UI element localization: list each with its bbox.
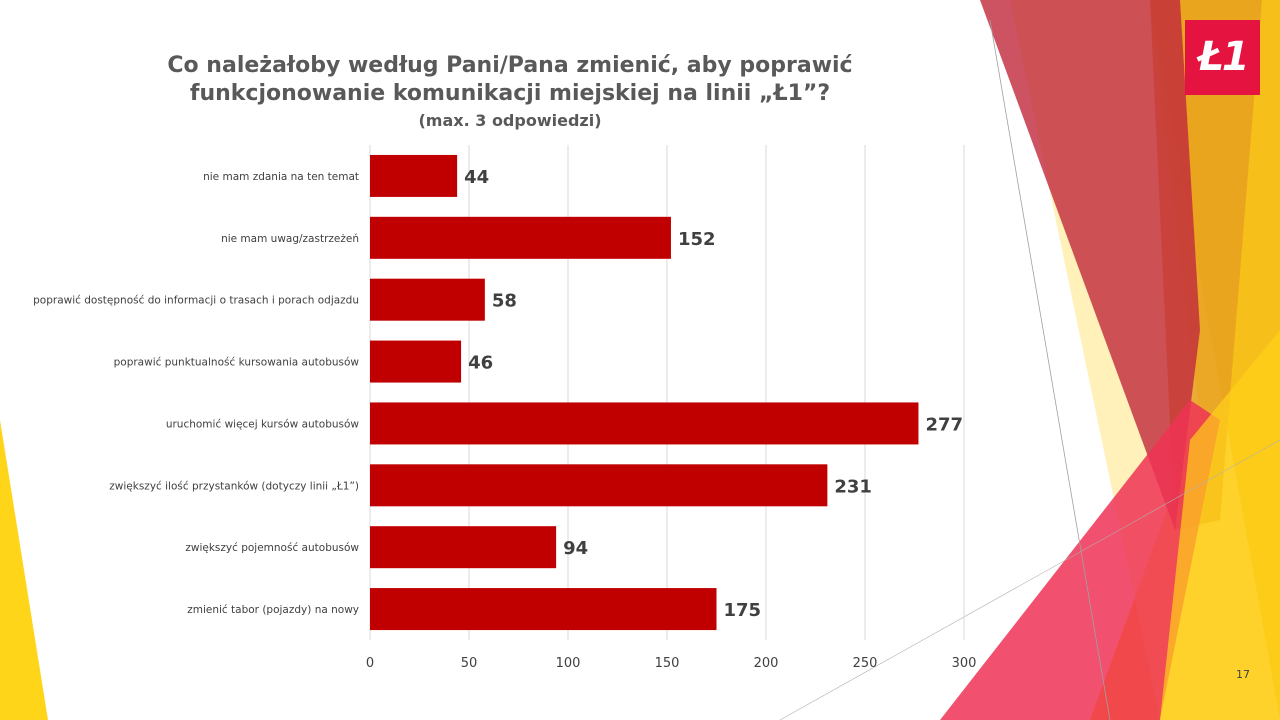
category-label-2: poprawić dostępność do informacji o tras… bbox=[33, 295, 359, 307]
l1-logo: Ł1 bbox=[1185, 20, 1260, 95]
category-label-0: nie mam zdania na ten temat bbox=[203, 171, 359, 183]
chart-subtitle: (max. 3 odpowiedzi) bbox=[418, 111, 602, 130]
bar-3 bbox=[370, 340, 462, 383]
bar-4 bbox=[370, 402, 919, 445]
value-label-0: 44 bbox=[464, 167, 489, 188]
value-label-6: 94 bbox=[563, 538, 588, 559]
bar-7 bbox=[370, 588, 717, 631]
page-number: 17 bbox=[1236, 668, 1250, 681]
bar-1 bbox=[370, 216, 671, 259]
value-label-1: 152 bbox=[678, 229, 716, 250]
chart-title: Co należałoby według Pani/Pana zmienić, … bbox=[150, 52, 870, 132]
category-label-3: poprawić punktualność kursowania autobus… bbox=[114, 357, 360, 369]
title-line-2: funkcjonowanie komunikacji miejskiej na … bbox=[189, 81, 831, 106]
x-tick-label-5: 250 bbox=[853, 656, 878, 671]
value-label-7: 175 bbox=[724, 600, 762, 621]
bar-6 bbox=[370, 526, 557, 569]
category-label-6: zwiększyć pojemność autobusów bbox=[185, 542, 359, 554]
category-label-1: nie mam uwag/zastrzeżeń bbox=[221, 233, 359, 245]
bg-dark-red bbox=[980, 0, 1200, 530]
bar-0 bbox=[370, 154, 458, 197]
value-label-3: 46 bbox=[468, 353, 493, 374]
value-label-2: 58 bbox=[492, 291, 517, 312]
bar-5 bbox=[370, 464, 828, 507]
bg-yellow-left bbox=[0, 420, 48, 720]
x-tick-label-0: 0 bbox=[366, 656, 374, 671]
bar-2 bbox=[370, 278, 485, 321]
x-tick-label-1: 50 bbox=[461, 656, 478, 671]
bg-pink-red bbox=[940, 400, 1220, 720]
bg-thin-line bbox=[989, 19, 1111, 720]
value-label-4: 277 bbox=[925, 414, 963, 435]
x-tick-label-6: 300 bbox=[952, 656, 977, 671]
title-line-1: Co należałoby według Pani/Pana zmienić, … bbox=[167, 53, 853, 78]
x-tick-label-2: 100 bbox=[556, 656, 581, 671]
value-label-5: 231 bbox=[834, 476, 872, 497]
x-tick-label-4: 200 bbox=[754, 656, 779, 671]
bg-thin-line-2 bbox=[779, 439, 1280, 720]
category-label-7: zmienić tabor (pojazdy) na nowy bbox=[187, 604, 359, 616]
x-tick-label-3: 150 bbox=[655, 656, 680, 671]
category-label-5: zwiększyć ilość przystanków (dotyczy lin… bbox=[109, 480, 359, 492]
bg-light-yellow bbox=[1160, 330, 1280, 720]
category-label-4: uruchomić więcej kursów autobusów bbox=[166, 418, 360, 430]
